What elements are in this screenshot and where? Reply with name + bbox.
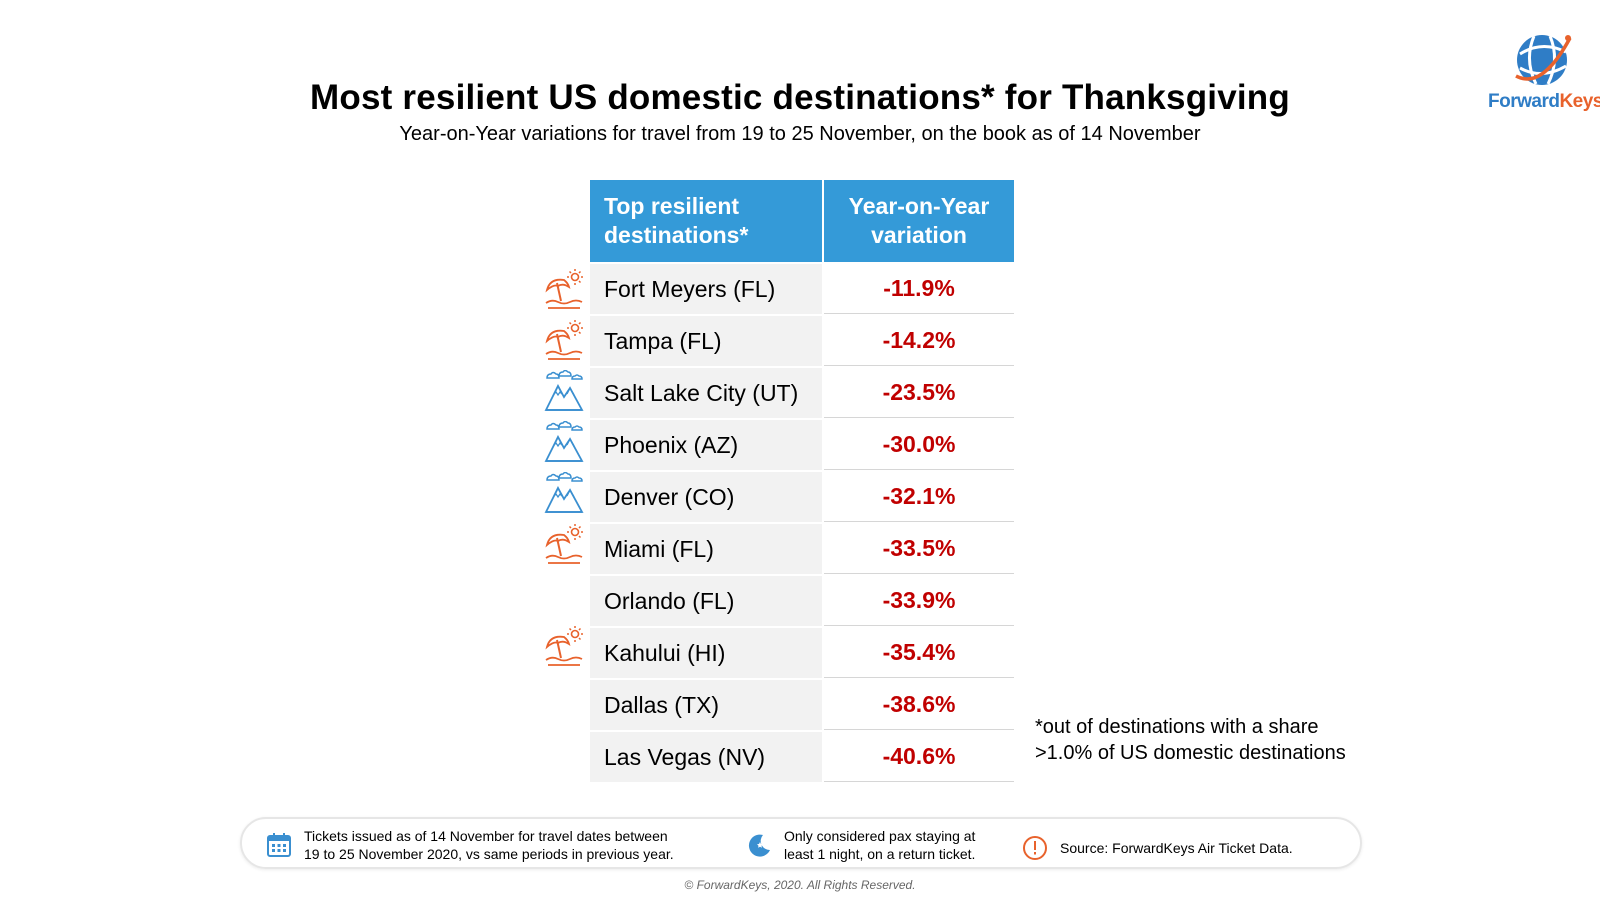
logo-text-forward: Forward — [1488, 91, 1560, 112]
column-header-variation: Year-on-Year variation — [824, 180, 1014, 262]
calendar-icon — [267, 833, 291, 857]
footer-item-source: Source: ForwardKeys Air Ticket Data. — [1022, 835, 1293, 861]
variation-cell: -33.9% — [824, 574, 1014, 626]
footer-item-pax: Only considered pax staying at least 1 n… — [746, 827, 975, 863]
table-header-row: Top resilient destinations* Year-on-Year… — [590, 180, 1014, 262]
logo-wordmark: ForwardKeys — [1488, 91, 1600, 113]
footer-tickets-line-2: 19 to 25 November 2020, vs same periods … — [304, 846, 674, 862]
copyright: © ForwardKeys, 2020. All Rights Reserved… — [684, 878, 916, 892]
alert-icon — [1023, 836, 1047, 860]
destination-cell: Dallas (TX) — [590, 678, 824, 730]
moon-icon — [748, 834, 770, 857]
destination-cell: Miami (FL) — [590, 522, 824, 574]
table-row: Dallas (TX) -38.6% — [590, 678, 1014, 730]
footnote: *out of destinations with a share >1.0% … — [1035, 714, 1346, 766]
footnote-line-1: *out of destinations with a share — [1035, 716, 1319, 738]
table-row: Orlando (FL) -33.9% — [590, 574, 1014, 626]
page-title: Most resilient US domestic destinations*… — [310, 78, 1290, 117]
column-header-destination: Top resilient destinations* — [590, 180, 824, 262]
variation-cell: -38.6% — [824, 678, 1014, 730]
mountain-icon — [544, 369, 584, 412]
variation-cell: -14.2% — [824, 314, 1014, 366]
methodology-footer: Tickets issued as of 14 November for tra… — [240, 817, 1362, 869]
destination-cell: Salt Lake City (UT) — [590, 366, 824, 418]
variation-cell: -11.9% — [824, 262, 1014, 314]
table-row: Denver (CO) -32.1% — [590, 470, 1014, 522]
variation-cell: -32.1% — [824, 470, 1014, 522]
footer-item-tickets: Tickets issued as of 14 November for tra… — [266, 827, 674, 863]
globe-icon — [1515, 35, 1572, 85]
footer-pax-line-2: least 1 night, on a return ticket. — [784, 846, 976, 862]
destination-cell: Orlando (FL) — [590, 574, 824, 626]
table-row: Phoenix (AZ) -30.0% — [590, 418, 1014, 470]
footnote-line-2: >1.0% of US domestic destinations — [1035, 742, 1346, 764]
variation-cell: -23.5% — [824, 366, 1014, 418]
destinations-table: Top resilient destinations* Year-on-Year… — [590, 180, 1014, 782]
destination-cell: Fort Meyers (FL) — [590, 262, 824, 314]
table-row: Salt Lake City (UT) -23.5% — [590, 366, 1014, 418]
variation-cell: -35.4% — [824, 626, 1014, 678]
beach-umbrella-icon — [544, 268, 584, 310]
footer-tickets-line-1: Tickets issued as of 14 November for tra… — [304, 828, 668, 844]
page-subtitle: Year-on-Year variations for travel from … — [399, 123, 1201, 145]
destination-cell: Denver (CO) — [590, 470, 824, 522]
footer-source-text: Source: ForwardKeys Air Ticket Data. — [1060, 840, 1293, 856]
footer-pax-line-1: Only considered pax staying at — [784, 828, 976, 844]
destination-cell: Kahului (HI) — [590, 626, 824, 678]
variation-cell: -40.6% — [824, 730, 1014, 782]
destination-cell: Las Vegas (NV) — [590, 730, 824, 782]
table-row: Tampa (FL) -14.2% — [590, 314, 1014, 366]
logo-text-keys: Keys — [1559, 91, 1600, 112]
beach-umbrella-icon — [544, 319, 584, 361]
beach-umbrella-icon — [544, 523, 584, 565]
variation-cell: -30.0% — [824, 418, 1014, 470]
destination-cell: Tampa (FL) — [590, 314, 824, 366]
beach-umbrella-icon — [544, 625, 584, 667]
forwardkeys-logo: ForwardKeys — [1488, 30, 1600, 113]
destination-cell: Phoenix (AZ) — [590, 418, 824, 470]
table-row: Fort Meyers (FL) -11.9% — [590, 262, 1014, 314]
mountain-icon — [544, 471, 584, 514]
mountain-icon — [544, 420, 584, 463]
variation-cell: -33.5% — [824, 522, 1014, 574]
table-row: Las Vegas (NV) -40.6% — [590, 730, 1014, 782]
table-row: Miami (FL) -33.5% — [590, 522, 1014, 574]
table-row: Kahului (HI) -35.4% — [590, 626, 1014, 678]
